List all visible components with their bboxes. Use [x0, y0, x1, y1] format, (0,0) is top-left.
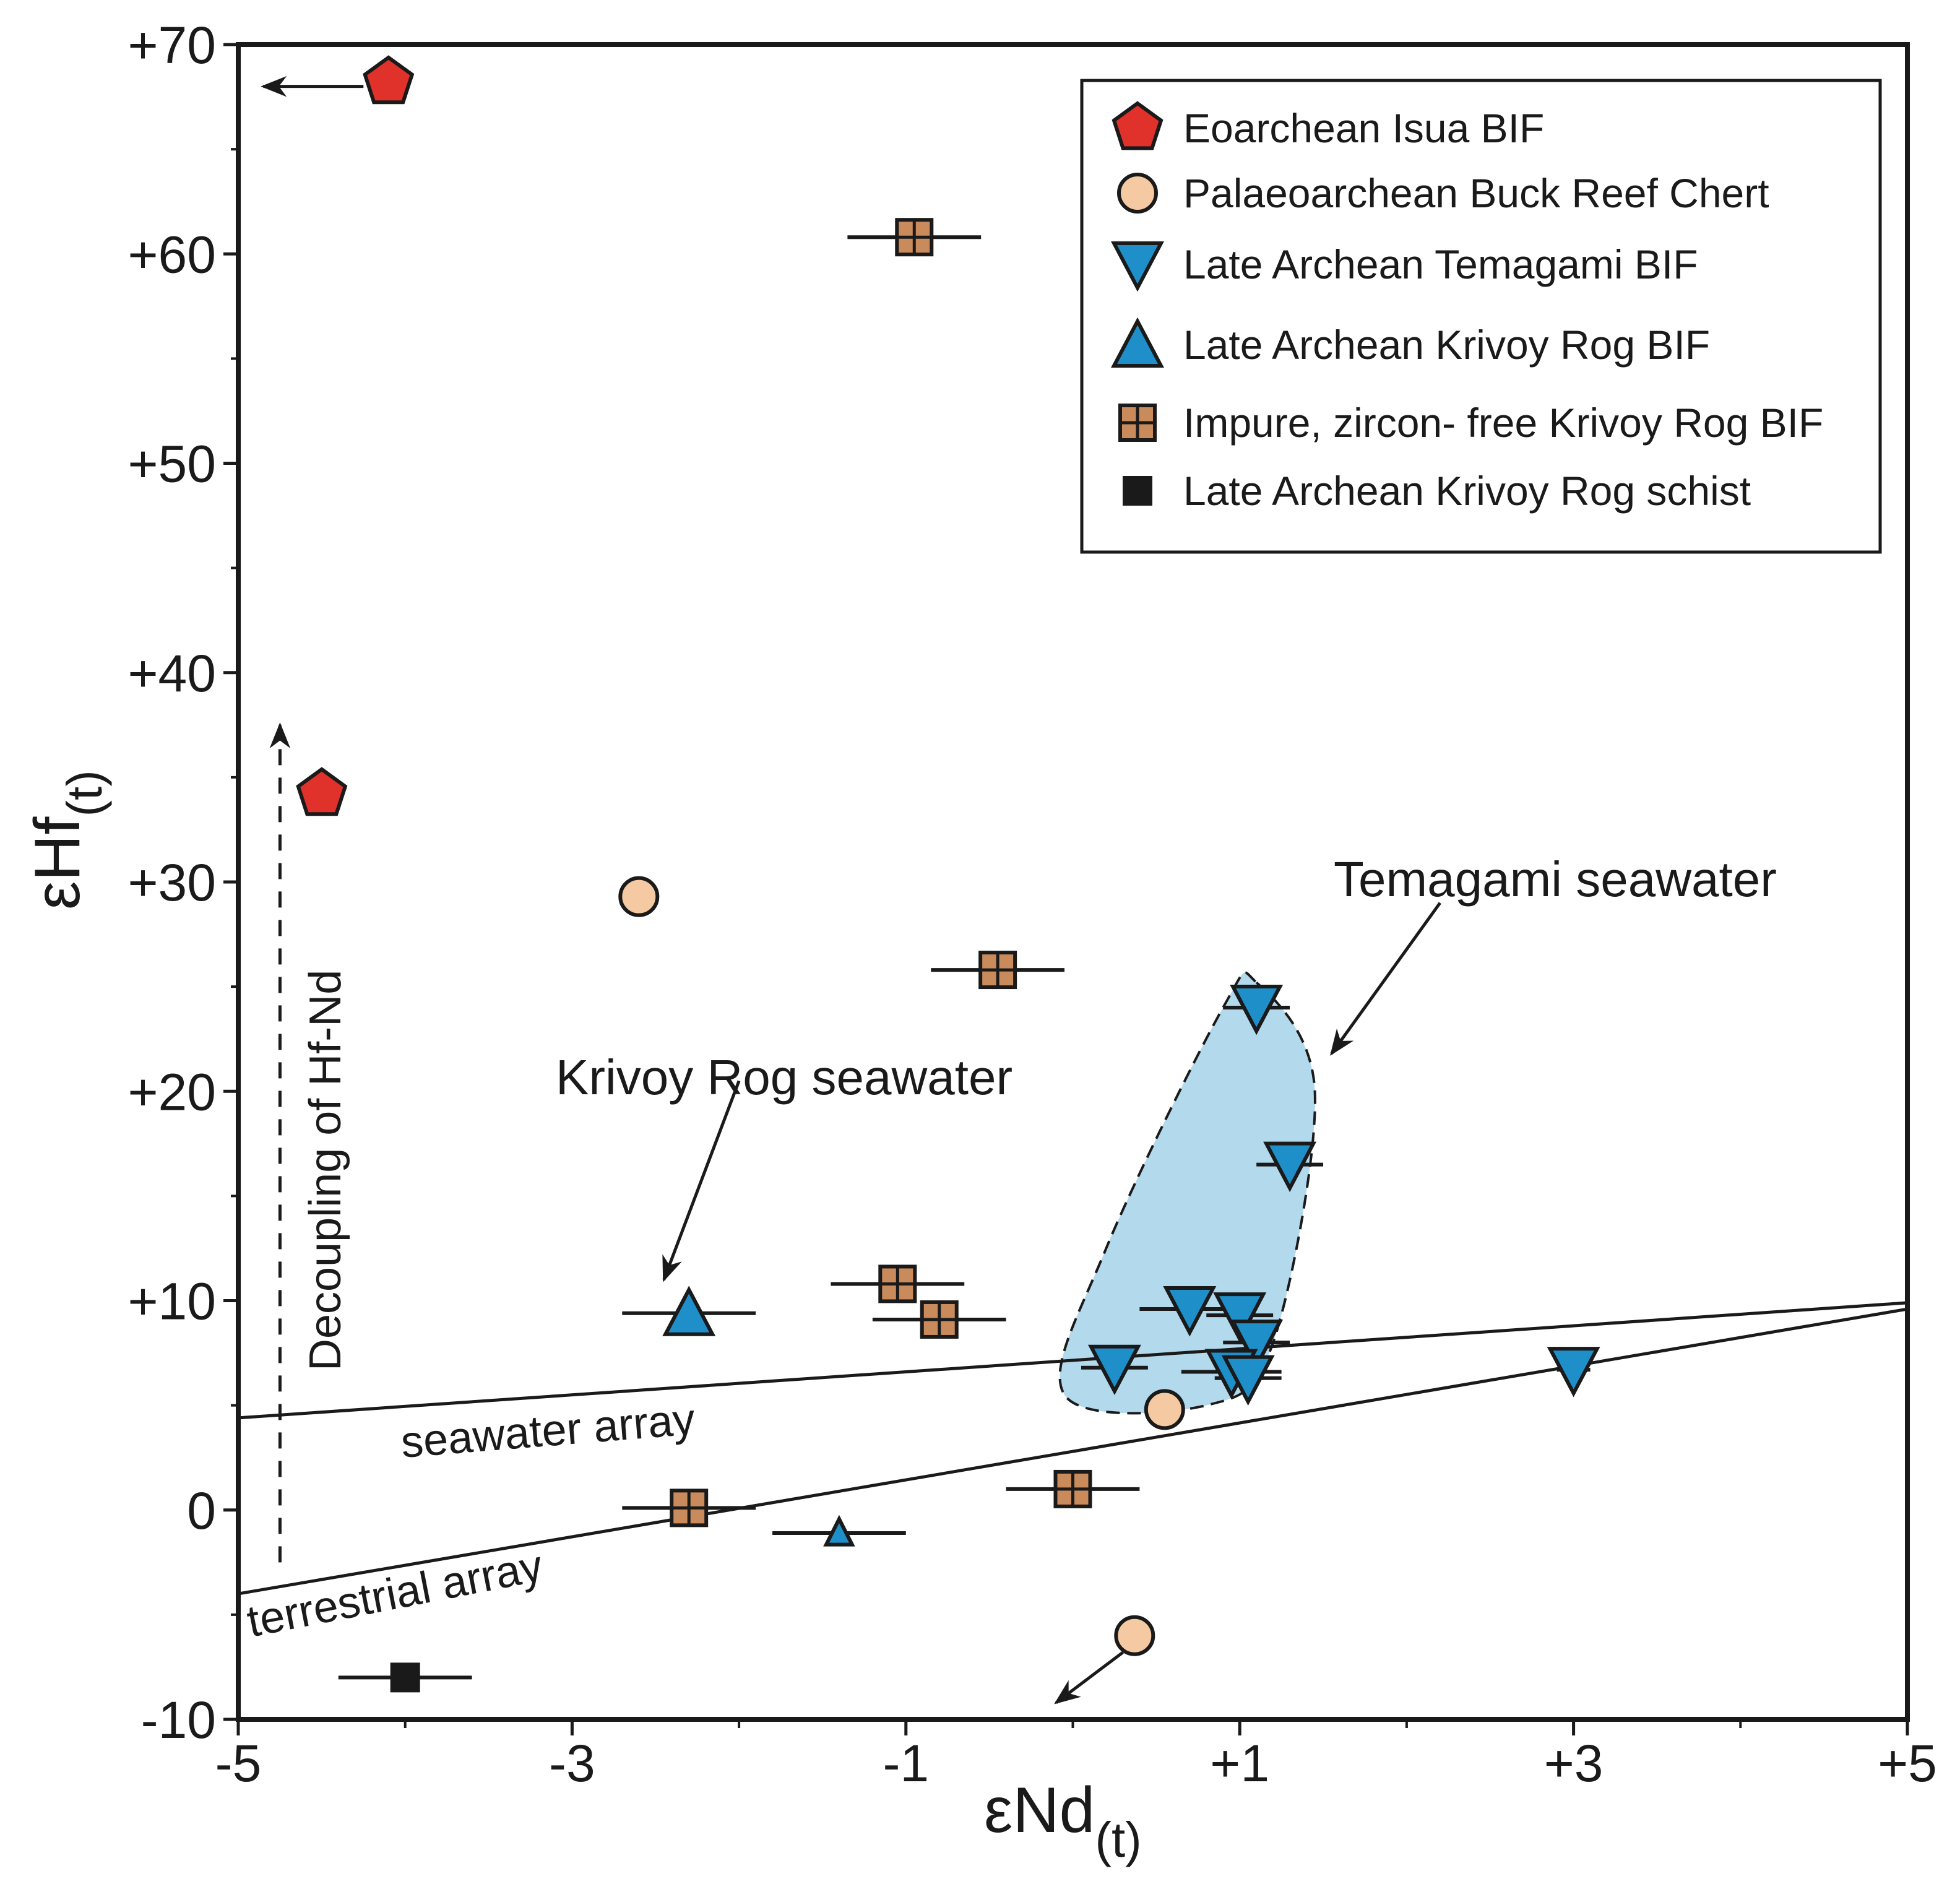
arrow-krivoy-rog [662, 1080, 741, 1282]
legend-label-palaeoarchean-buck-reef-chert: Palaeoarchean Buck Reef Chert [1183, 170, 1769, 216]
seawater-array-line [238, 1301, 1908, 1420]
y-tick-label-5: +30 [128, 853, 217, 912]
legend-marker-late-archean-temagami-bif [1111, 241, 1164, 292]
legend-label-late-archean-temagami-bif: Late Archean Temagami BIF [1183, 241, 1698, 287]
x-axis-title-sub: (t) [1095, 1812, 1142, 1867]
eoarchean-isua-bif-point-2 [296, 767, 348, 816]
legend-marker-eoarchean-isua-bif [1112, 101, 1163, 150]
legend-frame [1080, 79, 1882, 554]
impure-zircon-free-krivoy-rog-bif-point-1 [895, 218, 934, 257]
y-tick-label-8: 0 [187, 1482, 216, 1540]
legend: Eoarchean Isua BIF Palaeoarchean Buck Ree… [1080, 79, 1882, 554]
impure-zircon-free-krivoy-rog-bif-point-3 [878, 1264, 917, 1303]
eoarchean-isua-bif-point-1 [363, 55, 415, 105]
y-tick-label-4: +40 [128, 644, 217, 702]
late-archean-temagami-bif-point-5 [1230, 1320, 1284, 1370]
palaeoarchean-buck-reef-chert-point-3 [1114, 1615, 1155, 1656]
axes-layer: -5 -3 -1 +1 +3 +5 +70 +60 +50 +40 +30 +20 +10 0 -10 εNd… [22, 16, 1937, 1867]
legend-item-late-archean-krivoy-rog-bif: Late Archean Krivoy Rog BIF [1111, 317, 1710, 368]
y-tick-label-9: -10 [141, 1691, 216, 1749]
x-tick-label-6: +5 [1878, 1734, 1937, 1792]
y-axis-title: εHf(t) [22, 770, 112, 910]
impure-zircon-free-krivoy-rog-bif-point-4 [920, 1300, 959, 1339]
x-axis-title-main: εNd [984, 1774, 1095, 1846]
annotation-decoupling: Decoupling of Hf-Nd [301, 970, 350, 1371]
legend-item-palaeoarchean-buck-reef-chert: Palaeoarchean Buck Reef Chert [1117, 170, 1769, 216]
late-archean-temagami-bif-point-4 [1213, 1292, 1267, 1343]
palaeoarchean-buck-reef-chert-point-1 [618, 876, 660, 917]
legend-marker-late-archean-krivoy-rog-bif [1111, 317, 1164, 368]
legend-marker-impure-zircon-free-krivoy-rog-bif [1118, 404, 1157, 442]
y-tick-label-2: +60 [128, 225, 217, 283]
arrow-temagami [1330, 902, 1441, 1056]
legend-label-late-archean-krivoy-rog-schist: Late Archean Krivoy Rog schist [1183, 468, 1751, 514]
y-tick-label-6: +20 [128, 1063, 217, 1121]
y-axis-title-main: εHf [22, 816, 93, 910]
array-lines-layer [238, 1301, 1908, 1596]
legend-item-late-archean-temagami-bif: Late Archean Temagami BIF [1111, 241, 1698, 292]
late-archean-temagami-bif-point-3 [1163, 1286, 1217, 1337]
x-tick-label-1: -5 [215, 1734, 262, 1792]
terrestrial-array-line [238, 1307, 1908, 1596]
x-tick-label-4: +1 [1210, 1734, 1269, 1792]
x-axis-title: εNd(t) [984, 1774, 1142, 1867]
y-tick-label-1: +70 [128, 16, 217, 74]
y-tick-label-3: +50 [128, 435, 217, 493]
y-tick-label-7: +10 [128, 1273, 217, 1331]
late-archean-krivoy-rog-schist-point-1 [390, 1662, 420, 1693]
legend-label-eoarchean-isua-bif: Eoarchean Isua BIF [1183, 105, 1544, 151]
late-archean-temagami-bif-point-9 [1547, 1347, 1600, 1398]
late-archean-temagami-bif-point-6 [1087, 1344, 1141, 1396]
late-archean-temagami-bif-point-8 [1221, 1355, 1275, 1406]
annotation-temagami-seawater: Temagami seawater [1334, 852, 1777, 907]
x-tick-label-3: -1 [883, 1734, 929, 1792]
x-tick-label-2: -3 [549, 1734, 595, 1792]
arrows-layer [261, 76, 1441, 1705]
legend-marker-palaeoarchean-buck-reef-chert [1117, 173, 1158, 214]
impure-zircon-free-krivoy-rog-bif-point-2 [978, 951, 1017, 990]
late-archean-krivoy-rog-bif-point-2 [823, 1515, 855, 1547]
arrow-offscale-down [1054, 1651, 1124, 1705]
legend-marker-late-archean-krivoy-rog-schist [1123, 476, 1152, 506]
legend-label-impure-zircon-free-krivoy-rog-bif: Impure, zircon- free Krivoy Rog BIF [1183, 400, 1823, 446]
data-points-layer [296, 55, 1600, 1693]
annotation-krivoy-rog-seawater: Krivoy Rog seawater [556, 1050, 1012, 1105]
late-archean-krivoy-rog-bif-point-1 [662, 1286, 716, 1336]
late-archean-temagami-bif-point-2 [1263, 1141, 1317, 1193]
legend-item-eoarchean-isua-bif: Eoarchean Isua BIF [1112, 101, 1544, 151]
palaeoarchean-buck-reef-chert-point-2 [1144, 1389, 1185, 1430]
legend-label-late-archean-krivoy-rog-bif: Late Archean Krivoy Rog BIF [1183, 322, 1710, 368]
impure-zircon-free-krivoy-rog-bif-point-6 [1053, 1469, 1092, 1508]
legend-item-impure-zircon-free-krivoy-rog-bif: Impure, zircon- free Krivoy Rog BIF [1118, 400, 1823, 446]
x-tick-label-5: +3 [1544, 1734, 1604, 1792]
impure-zircon-free-krivoy-rog-bif-point-5 [670, 1489, 709, 1528]
late-archean-temagami-bif-point-1 [1230, 984, 1284, 1035]
legend-item-late-archean-krivoy-rog-schist: Late Archean Krivoy Rog schist [1123, 468, 1751, 514]
y-axis-title-sub: (t) [57, 770, 112, 817]
